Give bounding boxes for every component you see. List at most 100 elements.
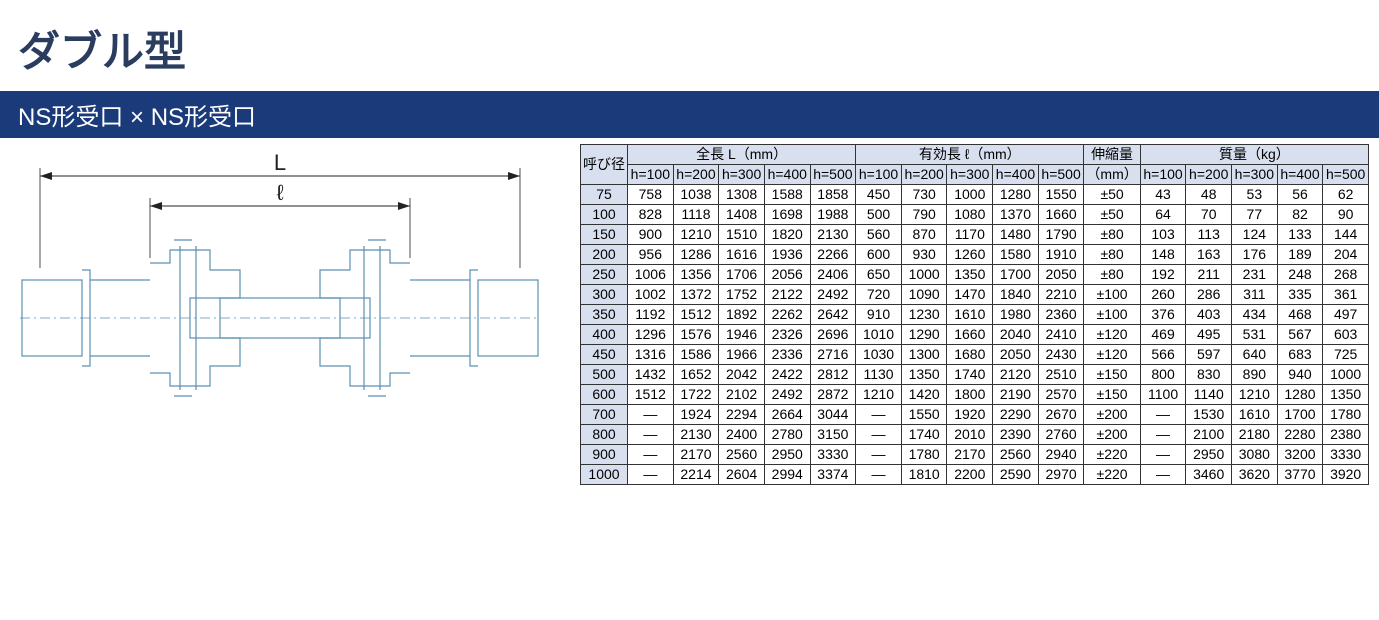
cell-mass: 48 <box>1186 185 1232 205</box>
cell-L: 2664 <box>764 405 810 425</box>
cell-L: — <box>628 405 674 425</box>
col-ext-sub: （mm） <box>1084 165 1140 185</box>
cell-ext: ±80 <box>1084 225 1140 245</box>
cell-L: 1296 <box>628 325 674 345</box>
cell-mass: 70 <box>1186 205 1232 225</box>
cell-L: 3150 <box>810 425 856 445</box>
cell-L: 2042 <box>719 365 765 385</box>
cell-l: 2040 <box>993 325 1039 345</box>
cell-l: 1090 <box>901 285 947 305</box>
cell-ext: ±80 <box>1084 245 1140 265</box>
cell-L: 1512 <box>673 305 719 325</box>
cell-L: 1118 <box>673 205 719 225</box>
cell-mass: 376 <box>1140 305 1186 325</box>
cell-mass: 248 <box>1277 265 1323 285</box>
cell-mass: 3200 <box>1277 445 1323 465</box>
cell-mass: 3080 <box>1232 445 1278 465</box>
cell-L: 1510 <box>719 225 765 245</box>
cell-L: 1698 <box>764 205 810 225</box>
cell-L: 1512 <box>628 385 674 405</box>
cell-ext: ±150 <box>1084 385 1140 405</box>
cell-mass: 1140 <box>1186 385 1232 405</box>
cell-L: 2102 <box>719 385 765 405</box>
cell-l: 1420 <box>901 385 947 405</box>
table-row: 4501316158619662336271610301300168020502… <box>581 345 1369 365</box>
cell-L: 2872 <box>810 385 856 405</box>
table-row: 1509001210151018202130560870117014801790… <box>581 225 1369 245</box>
cell-L: 3330 <box>810 445 856 465</box>
table-row: 3001002137217522122249272010901470184022… <box>581 285 1369 305</box>
cell-L: 1706 <box>719 265 765 285</box>
cell-L: 1616 <box>719 245 765 265</box>
col-L-h: h=400 <box>764 165 810 185</box>
cell-mass: 176 <box>1232 245 1278 265</box>
cell-l: 1680 <box>947 345 993 365</box>
table-row: 3501192151218922262264291012301610198023… <box>581 305 1369 325</box>
cell-mass: 268 <box>1323 265 1369 285</box>
cell-L: 2994 <box>764 465 810 485</box>
cell-mass: 531 <box>1232 325 1278 345</box>
cell-mass: 1610 <box>1232 405 1278 425</box>
cell-L: 1936 <box>764 245 810 265</box>
cell-L: 1924 <box>673 405 719 425</box>
cell-L: 956 <box>628 245 674 265</box>
cell-mass: 2100 <box>1186 425 1232 445</box>
cell-mass: 113 <box>1186 225 1232 245</box>
subtitle-bar: NS形受口 × NS形受口 <box>0 91 1379 138</box>
col-m-h: h=500 <box>1323 165 1369 185</box>
cell-mass: 1100 <box>1140 385 1186 405</box>
cell-L: 1192 <box>628 305 674 325</box>
cell-mass: 3620 <box>1232 465 1278 485</box>
cell-l: 2290 <box>993 405 1039 425</box>
cell-L: 900 <box>628 225 674 245</box>
cell-l: 1550 <box>1038 185 1084 205</box>
cell-mass: 133 <box>1277 225 1323 245</box>
cell-L: 1892 <box>719 305 765 325</box>
cell-mass: 603 <box>1323 325 1369 345</box>
cell-l: — <box>856 445 902 465</box>
cell-L: 1722 <box>673 385 719 405</box>
cell-mass: 640 <box>1232 345 1278 365</box>
cell-l: 1610 <box>947 305 993 325</box>
cell-mass: 2380 <box>1323 425 1369 445</box>
cell-L: 1002 <box>628 285 674 305</box>
cell-L: 2170 <box>673 445 719 465</box>
col-ext: 伸縮量 <box>1084 145 1140 165</box>
cell-L: 2336 <box>764 345 810 365</box>
cell-mass: 497 <box>1323 305 1369 325</box>
cell-mass: 434 <box>1232 305 1278 325</box>
cell-mass: 2180 <box>1232 425 1278 445</box>
cell-l: 1740 <box>901 425 947 445</box>
cell-mass: 286 <box>1186 285 1232 305</box>
cell-L: — <box>628 425 674 445</box>
cell-l: 1810 <box>901 465 947 485</box>
cell-L: 1586 <box>673 345 719 365</box>
cell-l: 2050 <box>993 345 1039 365</box>
cell-l: 1080 <box>947 205 993 225</box>
cell-l: 1010 <box>856 325 902 345</box>
cell-l: 1920 <box>947 405 993 425</box>
cell-l: 2200 <box>947 465 993 485</box>
cell-l: 1130 <box>856 365 902 385</box>
cell-L: 2560 <box>719 445 765 465</box>
cell-mass: 43 <box>1140 185 1186 205</box>
cell-mass: 1000 <box>1323 365 1369 385</box>
cell-L: 1820 <box>764 225 810 245</box>
cell-L: 2950 <box>764 445 810 465</box>
cell-l: 2410 <box>1038 325 1084 345</box>
col-m-h: h=400 <box>1277 165 1323 185</box>
cell-L: 2492 <box>764 385 810 405</box>
cell-l: 790 <box>901 205 947 225</box>
spec-table-area: 呼び径全長 L（mm）有効長 ℓ（mm）伸縮量質量（kg）h=100h=200h… <box>580 144 1369 485</box>
col-l-h: h=500 <box>1038 165 1084 185</box>
cell-ext: ±50 <box>1084 185 1140 205</box>
cell-L: 2130 <box>673 425 719 445</box>
cell-diameter: 300 <box>581 285 628 305</box>
cell-L: — <box>628 465 674 485</box>
cell-L: 2492 <box>810 285 856 305</box>
cell-mass: 469 <box>1140 325 1186 345</box>
cell-l: 1370 <box>993 205 1039 225</box>
cell-ext: ±120 <box>1084 345 1140 365</box>
cell-mass: 566 <box>1140 345 1186 365</box>
cell-l: 1660 <box>1038 205 1084 225</box>
